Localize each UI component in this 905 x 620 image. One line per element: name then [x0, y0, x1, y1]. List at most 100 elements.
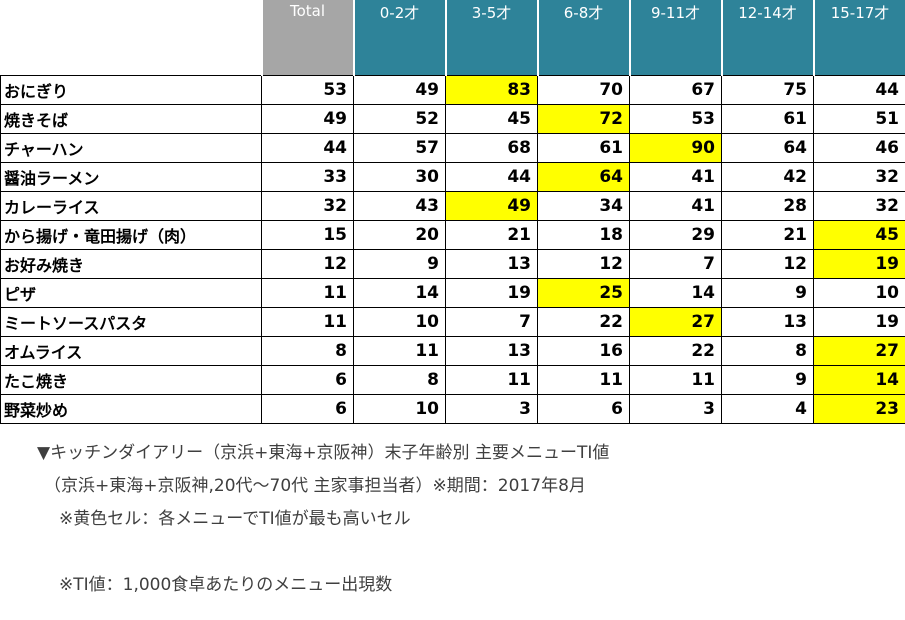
- col-header-age-12-14: 12-14才: [720, 0, 814, 76]
- table-row: おにぎり 53 49 83 70 67 75 44: [0, 75, 905, 105]
- row-label: チャーハン: [0, 133, 262, 163]
- value-cell-highlight: 27: [629, 307, 722, 337]
- value-cell: 6: [537, 394, 630, 424]
- value-cell: 32: [813, 191, 905, 221]
- value-cell: 7: [445, 307, 538, 337]
- value-cell: 13: [445, 336, 538, 366]
- value-cell: 10: [813, 278, 905, 308]
- value-cell: 19: [445, 278, 538, 308]
- value-cell: 42: [721, 162, 814, 192]
- value-cell: 11: [537, 365, 630, 395]
- table-row: 野菜炒め 6 10 3 6 3 4 23: [0, 394, 905, 424]
- value-cell: 9: [353, 249, 446, 279]
- value-cell-highlight: 27: [813, 336, 905, 366]
- value-cell: 9: [721, 278, 814, 308]
- value-cell: 64: [721, 133, 814, 163]
- value-cell: 22: [537, 307, 630, 337]
- value-cell: 53: [261, 75, 354, 105]
- row-label: ミートソースパスタ: [0, 307, 262, 337]
- table-row: オムライス 8 11 13 16 22 8 27: [0, 336, 905, 366]
- value-cell: 6: [261, 365, 354, 395]
- caption-sample-note: （京浜+東海+京阪神,20代～70代 主家事担当者）※期間：2017年8月: [44, 476, 586, 496]
- value-cell: 6: [261, 394, 354, 424]
- row-label: おにぎり: [0, 75, 262, 105]
- value-cell: 12: [537, 249, 630, 279]
- value-cell: 43: [353, 191, 446, 221]
- value-cell: 57: [353, 133, 446, 163]
- value-cell: 52: [353, 104, 446, 134]
- col-header-age-3-5: 3-5才: [444, 0, 538, 76]
- value-cell: 68: [445, 133, 538, 163]
- value-cell: 28: [721, 191, 814, 221]
- value-cell: 16: [537, 336, 630, 366]
- value-cell: 11: [353, 336, 446, 366]
- value-cell: 32: [261, 191, 354, 221]
- row-label: お好み焼き: [0, 249, 262, 279]
- value-cell-highlight: 19: [813, 249, 905, 279]
- value-cell-highlight: 83: [445, 75, 538, 105]
- value-cell: 53: [629, 104, 722, 134]
- col-header-age-0-2: 0-2才: [352, 0, 446, 76]
- table-row: 醤油ラーメン 33 30 44 64 41 42 32: [0, 162, 905, 192]
- value-cell-highlight: 14: [813, 365, 905, 395]
- row-label: たこ焼き: [0, 365, 262, 395]
- value-cell: 14: [629, 278, 722, 308]
- value-cell: 8: [261, 336, 354, 366]
- value-cell: 19: [813, 307, 905, 337]
- table-row: から揚げ・竜田揚げ（肉） 15 20 21 18 29 21 45: [0, 220, 905, 250]
- value-cell: 49: [353, 75, 446, 105]
- value-cell: 61: [537, 133, 630, 163]
- value-cell: 41: [629, 162, 722, 192]
- value-cell: 21: [721, 220, 814, 250]
- value-cell: 7: [629, 249, 722, 279]
- value-cell: 61: [721, 104, 814, 134]
- caption-ti-definition-note: ※TI値：1,000食卓あたりのメニュー出現数: [59, 575, 393, 595]
- value-cell-highlight: 25: [537, 278, 630, 308]
- value-cell-highlight: 64: [537, 162, 630, 192]
- value-cell: 3: [445, 394, 538, 424]
- value-cell: 11: [629, 365, 722, 395]
- value-cell: 30: [353, 162, 446, 192]
- value-cell: 41: [629, 191, 722, 221]
- value-cell: 18: [537, 220, 630, 250]
- value-cell-highlight: 45: [813, 220, 905, 250]
- table-row: ミートソースパスタ 11 10 7 22 27 13 19: [0, 307, 905, 337]
- value-cell: 13: [721, 307, 814, 337]
- row-label: オムライス: [0, 336, 262, 366]
- value-cell: 45: [445, 104, 538, 134]
- col-header-age-15-17: 15-17才: [812, 0, 905, 76]
- value-cell: 10: [353, 307, 446, 337]
- value-cell: 44: [813, 75, 905, 105]
- row-label: カレーライス: [0, 191, 262, 221]
- value-cell: 67: [629, 75, 722, 105]
- value-cell: 51: [813, 104, 905, 134]
- value-cell-highlight: 72: [537, 104, 630, 134]
- row-label: 野菜炒め: [0, 394, 262, 424]
- value-cell: 22: [629, 336, 722, 366]
- value-cell: 11: [261, 307, 354, 337]
- header-row: Total 0-2才 3-5才 6-8才 9-11才 12-14才 15-17才: [0, 0, 905, 76]
- value-cell: 20: [353, 220, 446, 250]
- row-label: ピザ: [0, 278, 262, 308]
- value-cell: 9: [721, 365, 814, 395]
- value-cell-highlight: 49: [445, 191, 538, 221]
- table-row: たこ焼き 6 8 11 11 11 9 14: [0, 365, 905, 395]
- value-cell: 3: [629, 394, 722, 424]
- value-cell: 33: [261, 162, 354, 192]
- value-cell: 29: [629, 220, 722, 250]
- value-cell: 70: [537, 75, 630, 105]
- value-cell: 34: [537, 191, 630, 221]
- table-row: ピザ 11 14 19 25 14 9 10: [0, 278, 905, 308]
- value-cell: 49: [261, 104, 354, 134]
- value-cell: 46: [813, 133, 905, 163]
- value-cell: 12: [261, 249, 354, 279]
- value-cell: 4: [721, 394, 814, 424]
- corner-cell: [0, 0, 262, 76]
- col-header-total: Total: [260, 0, 354, 76]
- col-header-age-9-11: 9-11才: [628, 0, 722, 76]
- value-cell: 15: [261, 220, 354, 250]
- value-cell: 44: [261, 133, 354, 163]
- value-cell: 11: [445, 365, 538, 395]
- row-label: 醤油ラーメン: [0, 162, 262, 192]
